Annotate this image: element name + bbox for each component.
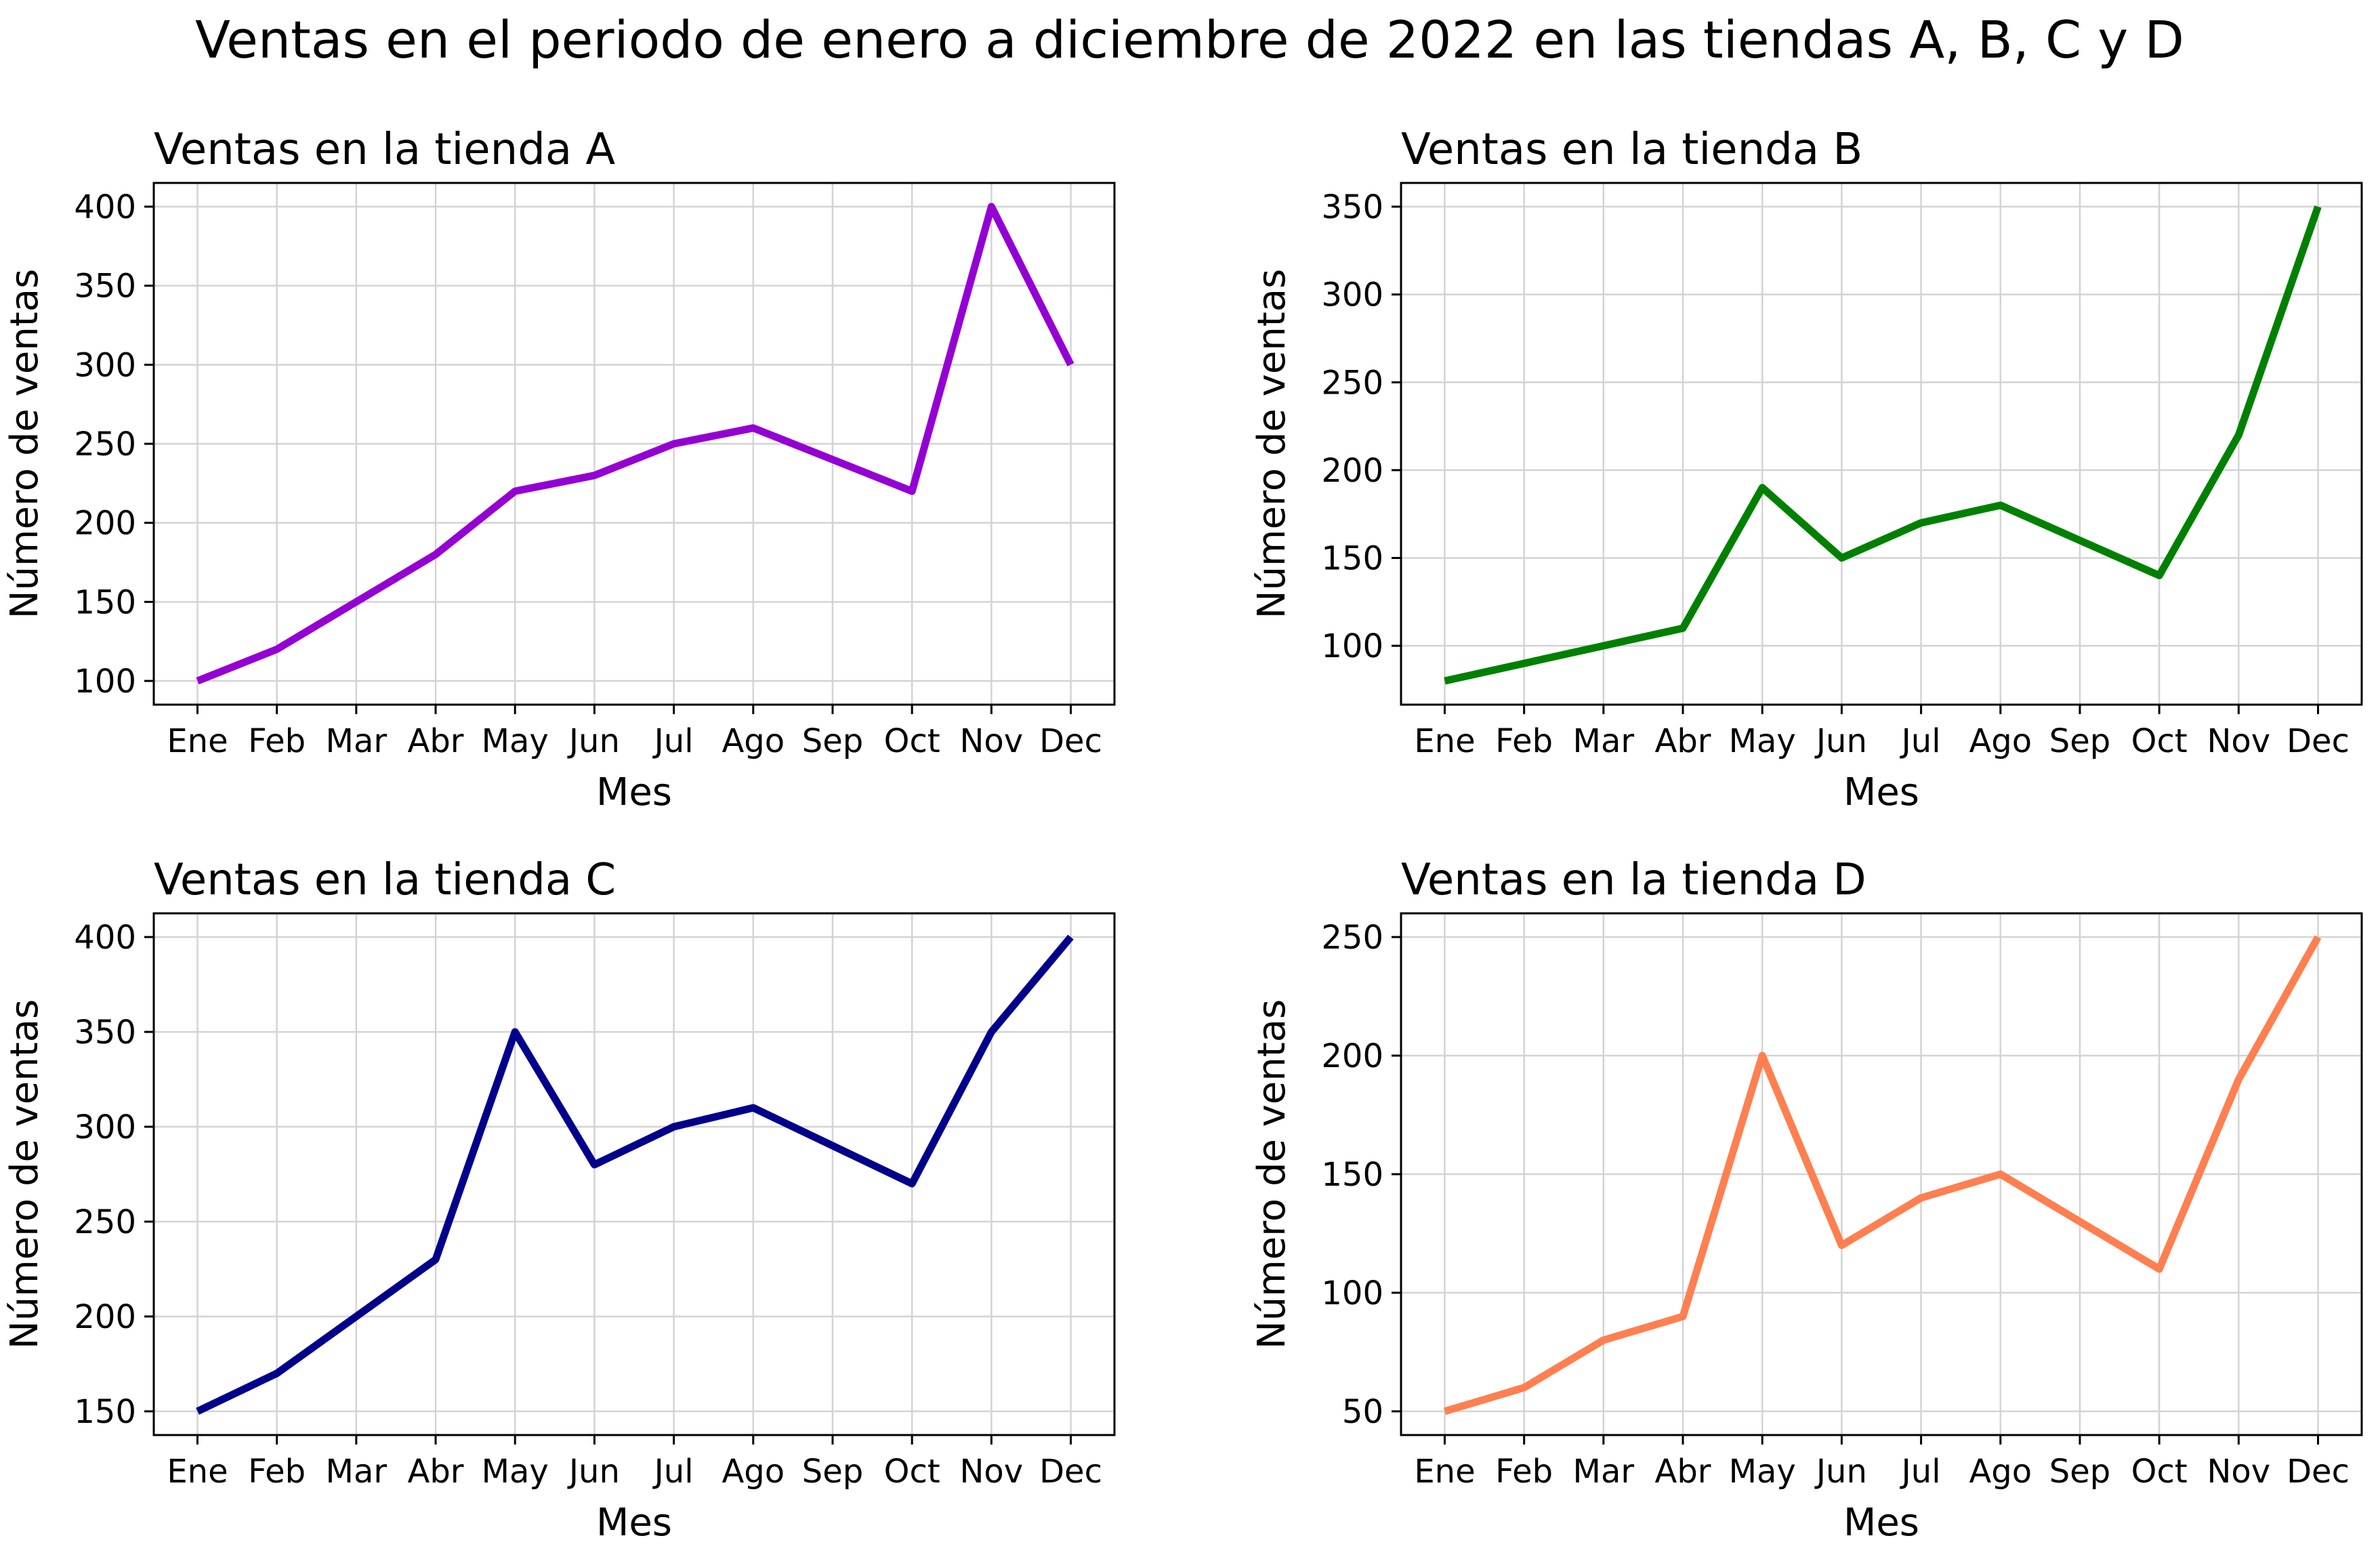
x-tick-label: Sep xyxy=(802,722,863,760)
y-axis-label: Número de ventas xyxy=(3,999,47,1350)
x-tick-label: Mar xyxy=(1573,722,1635,760)
x-tick-label: Oct xyxy=(884,722,940,760)
x-tick-label: Ago xyxy=(722,722,785,760)
y-tick-label: 250 xyxy=(74,425,136,463)
x-tick-label: May xyxy=(1729,1453,1796,1491)
series-line-1 xyxy=(196,934,1074,1415)
chart-panel-3: Ene Feb Mar Abr May Jun Jul Ago Sep Oct Nov Dec 150 2… xyxy=(3,855,1116,1545)
x-axis-label: Mes xyxy=(1843,1501,1919,1545)
x-tick-label: May xyxy=(482,1453,549,1491)
y-tick-label: 100 xyxy=(74,663,136,701)
x-tick-label: Feb xyxy=(248,722,306,760)
x-tick-label: Mar xyxy=(326,1453,388,1491)
y-tick-label: 150 xyxy=(1321,1156,1383,1194)
x-tick-label: May xyxy=(1729,722,1796,760)
y-tick-label: 200 xyxy=(74,505,136,543)
x-tick-label: Abr xyxy=(408,1453,464,1491)
x-tick-label: Jul xyxy=(1900,1453,1941,1491)
x-tick-label: Jun xyxy=(1814,1453,1867,1491)
y-tick-label: 300 xyxy=(74,1108,136,1146)
x-tick-label: Dec xyxy=(2287,1453,2350,1491)
x-tick-label: Jul xyxy=(1900,722,1941,760)
y-tick-label: 400 xyxy=(74,919,136,957)
y-tick-label: 300 xyxy=(74,346,136,384)
x-tick-label: May xyxy=(482,722,549,760)
chart-title: Ventas en la tienda B xyxy=(1401,125,1862,175)
chart-panel-4: Ene Feb Mar Abr May Jun Jul Ago Sep Oct Nov Dec 50 10… xyxy=(1250,855,2363,1545)
y-tick-label: 150 xyxy=(1321,540,1383,578)
x-tick-label: Ene xyxy=(1414,722,1475,760)
y-axis-label: Número de ventas xyxy=(3,269,47,619)
y-tick-label: 100 xyxy=(1321,627,1383,665)
series-line-1 xyxy=(196,203,1074,685)
x-tick-label: Ago xyxy=(1969,722,2032,760)
x-tick-label: Abr xyxy=(408,722,464,760)
chart-panel-1: Ene Feb Mar Abr May Jun Jul Ago Sep Oct Nov Dec 100 1… xyxy=(3,125,1116,814)
chart-title: Ventas en la tienda A xyxy=(154,125,615,175)
x-tick-label: Nov xyxy=(2207,722,2271,760)
x-tick-label: Oct xyxy=(884,1453,940,1491)
x-tick-label: Sep xyxy=(2049,1453,2110,1491)
x-tick-label: Dec xyxy=(1039,722,1102,760)
y-tick-label: 50 xyxy=(1342,1393,1383,1431)
x-tick-label: Abr xyxy=(1655,722,1711,760)
x-tick-label: Nov xyxy=(2207,1453,2271,1491)
y-tick-label: 350 xyxy=(1321,188,1383,226)
x-tick-label: Dec xyxy=(2287,722,2350,760)
x-tick-label: Abr xyxy=(1655,1453,1711,1491)
x-tick-label: Dec xyxy=(1039,1453,1102,1491)
y-tick-label: 150 xyxy=(74,1393,136,1431)
x-tick-label: Feb xyxy=(248,1453,306,1491)
y-axis-label: Número de ventas xyxy=(1250,269,1294,619)
x-tick-label: Ene xyxy=(167,1453,228,1491)
x-tick-label: Oct xyxy=(2131,722,2188,760)
y-tick-label: 350 xyxy=(74,1014,136,1052)
y-tick-label: 250 xyxy=(1321,364,1383,402)
x-tick-label: Ago xyxy=(722,1453,785,1491)
series-line-1 xyxy=(1443,935,2322,1415)
y-tick-label: 250 xyxy=(1321,919,1383,957)
x-tick-label: Ene xyxy=(167,722,228,760)
chart-panel-2: Ene Feb Mar Abr May Jun Jul Ago Sep Oct Nov Dec 100 1… xyxy=(1250,125,2363,814)
x-tick-label: Feb xyxy=(1495,1453,1553,1491)
x-tick-label: Jul xyxy=(652,1453,694,1491)
x-tick-label: Jun xyxy=(1814,722,1867,760)
x-tick-label: Oct xyxy=(2131,1453,2188,1491)
x-axis-label: Mes xyxy=(1843,770,1919,814)
x-tick-label: Ago xyxy=(1969,1453,2032,1491)
x-tick-label: Nov xyxy=(960,1453,1024,1491)
y-axis-label: Número de ventas xyxy=(1250,999,1294,1350)
axes-frame xyxy=(152,912,1116,1436)
y-tick-label: 100 xyxy=(1321,1274,1383,1312)
chart-title: Ventas en la tienda D xyxy=(1401,855,1866,905)
y-tick-label: 200 xyxy=(1321,1037,1383,1075)
series-line-1 xyxy=(1444,205,2322,685)
figure-title: Ventas en el periodo de enero a diciembr… xyxy=(195,9,2184,70)
y-tick-label: 350 xyxy=(74,268,136,306)
y-tick-label: 250 xyxy=(74,1203,136,1241)
x-axis-label: Mes xyxy=(596,770,672,814)
y-tick-label: 200 xyxy=(74,1298,136,1336)
x-tick-label: Ene xyxy=(1414,1453,1475,1491)
x-tick-label: Sep xyxy=(2049,722,2110,760)
x-tick-label: Mar xyxy=(326,722,388,760)
y-tick-label: 300 xyxy=(1321,276,1383,314)
x-tick-label: Mar xyxy=(1573,1453,1635,1491)
chart-title: Ventas en la tienda C xyxy=(154,855,616,905)
y-tick-label: 200 xyxy=(1321,452,1383,490)
x-tick-label: Nov xyxy=(960,722,1024,760)
axes-frame xyxy=(1400,182,2363,706)
x-tick-label: Jun xyxy=(567,1453,620,1491)
x-tick-label: Sep xyxy=(802,1453,863,1491)
x-axis-label: Mes xyxy=(596,1501,672,1545)
y-tick-label: 150 xyxy=(74,583,136,621)
x-tick-label: Jul xyxy=(652,722,694,760)
x-tick-label: Feb xyxy=(1495,722,1553,760)
x-tick-label: Jun xyxy=(567,722,620,760)
y-tick-label: 400 xyxy=(74,188,136,226)
